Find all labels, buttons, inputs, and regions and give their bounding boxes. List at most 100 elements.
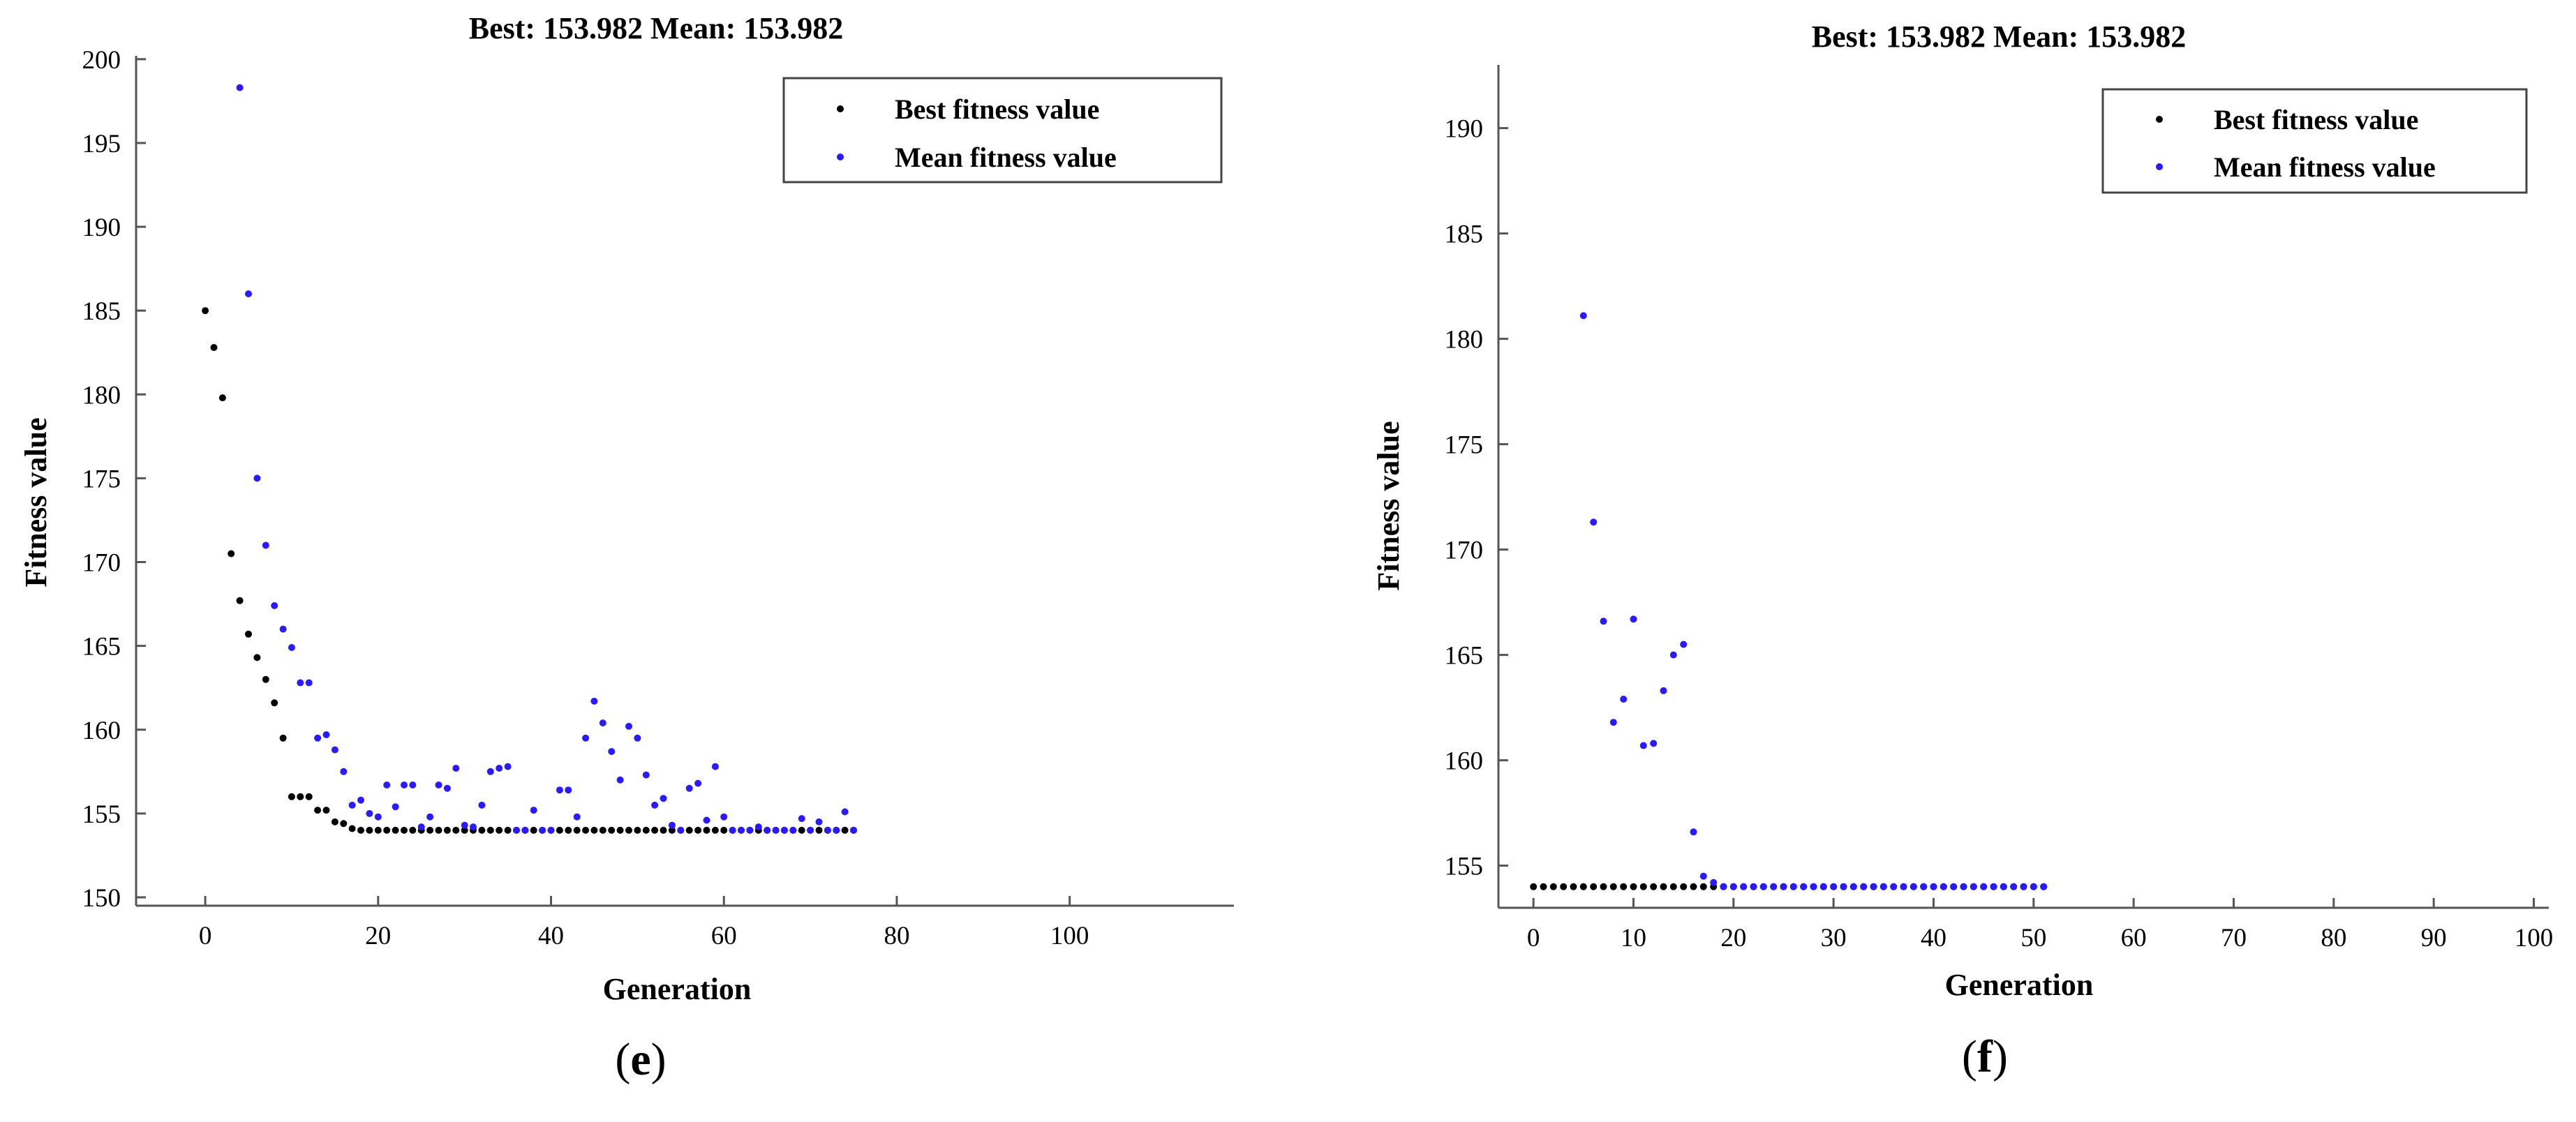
mean-fitness-point	[478, 801, 486, 809]
mean-fitness-point	[807, 826, 814, 834]
mean-fitness-point	[236, 84, 244, 91]
legend-marker-best	[2156, 116, 2163, 123]
series-mean-fitness	[236, 84, 857, 834]
mean-fitness-point	[1860, 883, 1868, 890]
y-tick-label: 195	[82, 130, 121, 158]
best-fitness-point	[1560, 883, 1568, 890]
best-fitness-point	[297, 793, 304, 800]
best-fitness-point	[651, 826, 659, 834]
mean-fitness-point	[815, 818, 823, 825]
best-fitness-point	[590, 826, 598, 834]
mean-fitness-point	[1870, 883, 1877, 890]
mean-fitness-point	[348, 801, 356, 809]
mean-fitness-point	[634, 734, 641, 742]
best-fitness-point	[685, 826, 693, 834]
best-fitness-point	[262, 675, 269, 683]
mean-fitness-point	[1729, 883, 1737, 890]
mean-fitness-point	[720, 813, 728, 821]
x-tick-label: 40	[538, 922, 564, 950]
best-fitness-point	[1590, 883, 1598, 890]
y-tick-label: 175	[82, 465, 121, 493]
x-tick-label: 10	[1621, 924, 1646, 952]
mean-fitness-point	[1630, 615, 1637, 623]
mean-fitness-point	[357, 796, 364, 804]
mean-fitness-point	[1600, 618, 1607, 625]
best-fitness-point	[530, 826, 537, 834]
mean-fitness-point	[1680, 641, 1688, 648]
best-fitness-point	[608, 826, 616, 834]
best-fitness-point	[504, 826, 512, 834]
legend: Best fitness value Mean fitness value	[2101, 88, 2528, 194]
mean-fitness-point	[573, 813, 581, 821]
best-fitness-point	[366, 826, 373, 834]
best-fitness-point	[668, 826, 676, 834]
mean-fitness-point	[1579, 312, 1587, 320]
y-tick-label: 185	[82, 297, 121, 326]
mean-fitness-point	[824, 826, 831, 834]
mean-fitness-point	[1879, 883, 1887, 890]
panel-label-open: (	[615, 1034, 630, 1085]
mean-fitness-point	[789, 826, 797, 834]
mean-fitness-point	[2040, 883, 2048, 890]
mean-fitness-point	[738, 826, 745, 834]
legend-marker-mean	[2156, 163, 2163, 170]
mean-fitness-point	[677, 826, 685, 834]
mean-fitness-point	[2020, 883, 2027, 890]
best-fitness-point	[340, 820, 348, 828]
best-fitness-point	[1600, 883, 1607, 890]
mean-fitness-point	[245, 290, 252, 298]
mean-fitness-point	[1900, 883, 1907, 890]
mean-fitness-point	[1609, 719, 1617, 726]
mean-fitness-point	[1740, 883, 1748, 890]
mean-fitness-point	[1840, 883, 1847, 890]
mean-fitness-point	[409, 781, 417, 788]
best-fitness-point	[841, 826, 849, 834]
best-fitness-point	[1660, 883, 1667, 890]
mean-fitness-point	[642, 771, 650, 779]
best-fitness-point	[435, 826, 442, 834]
chart-title: Best: 153.982 Mean: 153.982	[1812, 20, 2187, 54]
mean-fitness-point	[841, 808, 849, 816]
panel-label-open: (	[1962, 1031, 1977, 1082]
chart-panel-f: Best: 153.982 Mean: 153.982 Fitness valu…	[1371, 20, 2553, 1082]
mean-fitness-point	[1759, 883, 1767, 890]
mean-fitness-point	[599, 719, 606, 727]
mean-fitness-point	[729, 826, 736, 834]
mean-fitness-point	[798, 815, 805, 823]
mean-fitness-point	[426, 813, 434, 821]
best-fitness-point	[314, 807, 322, 814]
x-axis-label: Generation	[1945, 968, 2094, 1002]
mean-fitness-point	[694, 779, 702, 787]
best-fitness-point	[1620, 883, 1628, 890]
y-tick-label: 160	[1445, 747, 1484, 776]
mean-fitness-point	[297, 679, 304, 687]
x-tick-label: 60	[2121, 924, 2147, 952]
best-fitness-point	[1669, 883, 1677, 890]
best-fitness-point	[1530, 883, 1538, 890]
y-tick-label: 160	[82, 717, 121, 745]
mean-fitness-point	[1950, 883, 1958, 890]
mean-fitness-point	[539, 826, 546, 834]
panel-label-e: (e)	[615, 1034, 666, 1085]
mean-fitness-point	[486, 768, 494, 775]
best-fitness-point	[1549, 883, 1557, 890]
mean-fitness-point	[383, 781, 391, 788]
mean-fitness-point	[668, 821, 676, 829]
panel-label-letter: f	[1977, 1031, 1993, 1082]
mean-fitness-point	[582, 734, 590, 742]
best-fitness-point	[443, 826, 451, 834]
x-tick-label: 20	[1720, 924, 1746, 952]
best-fitness-point	[288, 793, 295, 800]
mean-fitness-point	[443, 784, 451, 792]
mean-fitness-point	[331, 746, 338, 754]
mean-fitness-point	[392, 803, 399, 811]
y-axis-label: Fitness value	[19, 417, 53, 587]
mean-fitness-point	[322, 731, 330, 738]
best-fitness-point	[616, 826, 624, 834]
mean-fitness-point	[2030, 883, 2037, 890]
mean-fitness-point	[401, 781, 408, 788]
mean-fitness-point	[1620, 696, 1628, 703]
best-fitness-point	[486, 826, 494, 834]
best-fitness-point	[556, 826, 563, 834]
